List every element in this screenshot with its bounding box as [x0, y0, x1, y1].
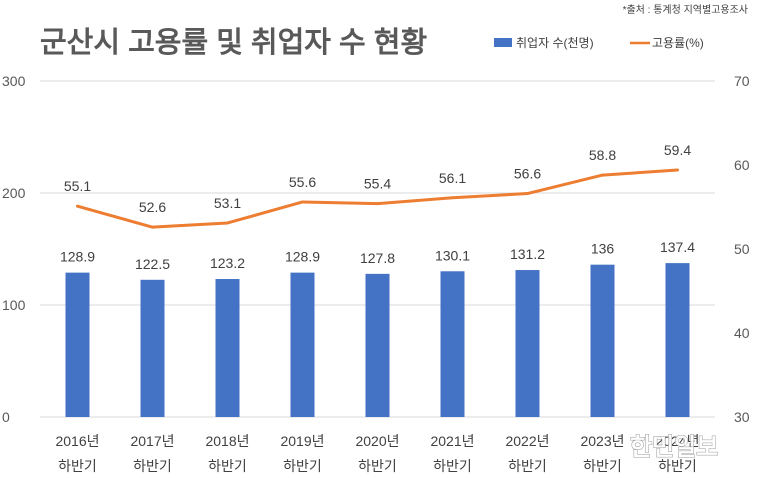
- bar: [65, 272, 90, 417]
- line-data-label: 52.6: [139, 199, 166, 215]
- category-label-half: 하반기: [358, 458, 397, 474]
- line-point: [151, 225, 154, 229]
- bar-data-label: 130.1: [435, 247, 470, 263]
- bar: [665, 263, 690, 417]
- bar-data-label: 137.4: [660, 239, 695, 255]
- left-axis-tick-label: 200: [2, 185, 26, 201]
- bar-data-label: 136: [591, 241, 615, 257]
- line-point: [301, 200, 304, 204]
- bar: [440, 271, 465, 417]
- line-data-label: 59.4: [664, 142, 691, 158]
- category-label-year: 2024년: [655, 433, 699, 449]
- legend-label-employed: 취업자 수(천명): [516, 35, 594, 50]
- bar-data-label: 131.2: [510, 246, 545, 262]
- category-label-half: 하반기: [658, 458, 697, 474]
- line-point: [376, 202, 379, 206]
- line-point: [226, 221, 229, 225]
- line-point: [76, 204, 79, 208]
- category-label-half: 하반기: [58, 458, 97, 474]
- line-data-label: 53.1: [214, 195, 241, 211]
- category-label-year: 2017년: [130, 433, 174, 449]
- right-axis-tick-label: 40: [734, 325, 750, 341]
- right-axis-tick-label: 50: [734, 241, 750, 257]
- right-axis-tick-label: 70: [734, 73, 750, 89]
- line-data-label: 56.1: [439, 170, 466, 186]
- line-point: [526, 192, 529, 196]
- category-label-half: 하반기: [508, 458, 547, 474]
- legend: 취업자 수(천명) 고용률(%): [494, 35, 704, 50]
- data-labels: 128.9 122.5 123.2 128.9 127.8 130.1 131.2 136 13…: [60, 142, 695, 272]
- bar-data-label: 123.2: [210, 255, 245, 271]
- left-axis-tick-label: 100: [2, 297, 26, 313]
- watermark-logo: 한민일보: [630, 434, 718, 461]
- bar-series: [65, 263, 690, 417]
- line-data-label: 55.6: [289, 174, 316, 190]
- bar: [365, 273, 390, 417]
- legend-label-rate: 고용률(%): [652, 36, 704, 50]
- category-label-half: 하반기: [583, 458, 622, 474]
- bar: [140, 279, 165, 417]
- category-label-year: 2019년: [280, 433, 324, 449]
- category-label-year: 2016년: [55, 433, 99, 449]
- bar: [590, 264, 615, 417]
- category-label-year: 2023년: [580, 433, 624, 449]
- legend-bar-swatch: [494, 38, 512, 47]
- line-point: [601, 173, 604, 177]
- right-axis-tick-label: 30: [734, 409, 750, 425]
- category-label-half: 하반기: [283, 458, 322, 474]
- chart-title: 군산시 고용률 및 취업자 수 현황: [40, 26, 427, 59]
- category-label-year: 2020년: [355, 433, 399, 449]
- category-label-half: 하반기: [133, 458, 172, 474]
- category-label-half: 하반기: [433, 458, 472, 474]
- category-label-half: 하반기: [208, 458, 247, 474]
- bar: [215, 279, 240, 417]
- line-point: [451, 196, 454, 200]
- line-point: [676, 168, 679, 172]
- line-series: [76, 168, 679, 229]
- bar-data-label: 128.9: [60, 249, 95, 265]
- bar-data-label: 128.9: [285, 249, 320, 265]
- bar: [515, 270, 540, 417]
- line-data-label: 56.6: [514, 166, 541, 182]
- line-data-label: 58.8: [589, 147, 616, 163]
- left-axis-tick-label: 300: [2, 73, 26, 89]
- right-axis-tick-label: 60: [734, 157, 750, 173]
- left-axis: 0 100 200 300: [2, 73, 26, 425]
- left-axis-tick-label: 0: [2, 409, 10, 425]
- category-label-year: 2018년: [205, 433, 249, 449]
- source-note: *출처 : 통계청 지역별고용조사: [623, 4, 748, 16]
- bar-data-label: 122.5: [135, 256, 170, 272]
- line-data-label: 55.1: [64, 178, 91, 194]
- line-data-label: 55.4: [364, 176, 391, 192]
- bar: [290, 272, 315, 417]
- right-axis: 30 40 50 60 70: [734, 73, 750, 425]
- category-label-year: 2021년: [430, 433, 474, 449]
- bar-data-label: 127.8: [360, 250, 395, 266]
- category-label-year: 2022년: [505, 433, 549, 449]
